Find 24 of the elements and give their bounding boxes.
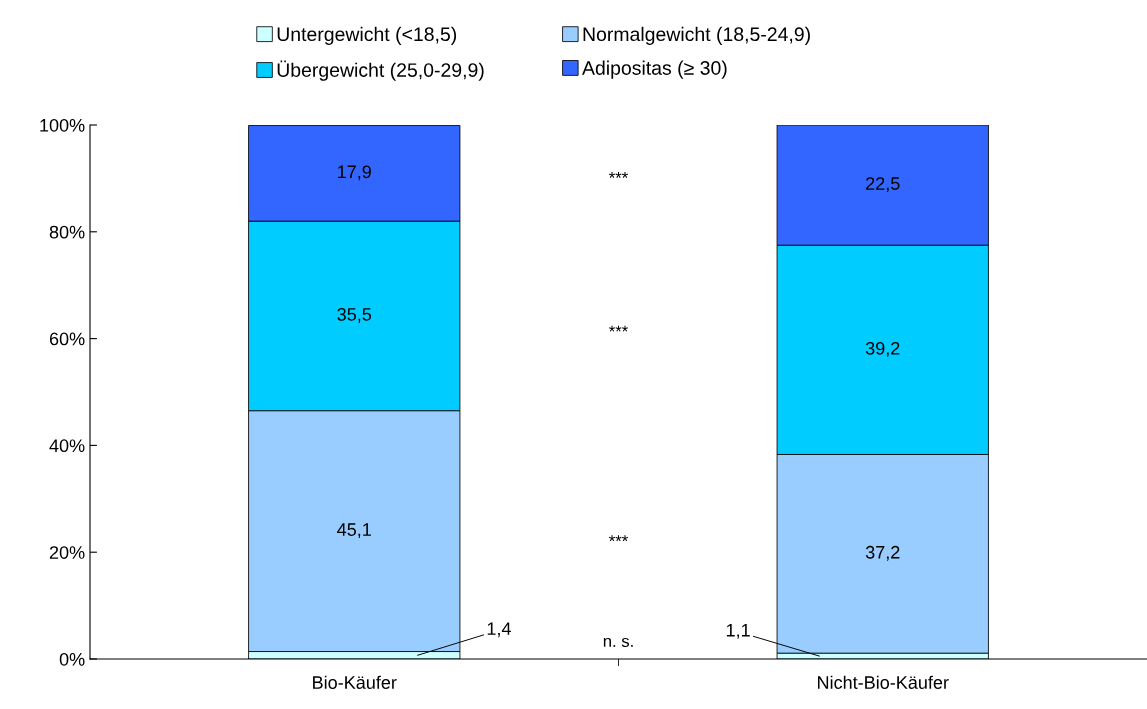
y-tick-label: 20% bbox=[49, 546, 85, 559]
legend-label: Übergewicht (25,0-29,9) bbox=[277, 60, 484, 81]
data-label: 35,5 bbox=[337, 307, 372, 323]
legend-label: Untergewicht (<18,5) bbox=[277, 26, 457, 45]
data-label: 1,4 bbox=[487, 622, 511, 638]
data-label: 17,9 bbox=[338, 165, 371, 181]
annotation: *** bbox=[609, 172, 628, 178]
data-label: 37,2 bbox=[865, 545, 900, 561]
y-tick-label: 40% bbox=[49, 439, 85, 453]
data-label: 1,1 bbox=[726, 624, 750, 639]
x-tick-label: Nicht-Bio-Käufer bbox=[818, 675, 949, 689]
annotation: n. s. bbox=[603, 637, 633, 648]
legend-label: Adipositas (≥ 30) bbox=[582, 60, 727, 79]
y-tick-label: 80% bbox=[49, 225, 85, 239]
data-label: 39,2 bbox=[865, 341, 900, 357]
data-label: 22,5 bbox=[866, 177, 900, 193]
annotation: *** bbox=[609, 325, 628, 332]
y-tick-label: 60% bbox=[49, 332, 85, 346]
x-tick-label: Bio-Käufer bbox=[313, 675, 397, 689]
y-tick-label: 100% bbox=[40, 118, 85, 132]
y-tick-label: 0% bbox=[59, 652, 85, 666]
annotation: *** bbox=[609, 535, 628, 542]
data-label: 45,1 bbox=[337, 523, 371, 539]
legend-label: Normalgewicht (18,5-24,9) bbox=[583, 26, 810, 45]
